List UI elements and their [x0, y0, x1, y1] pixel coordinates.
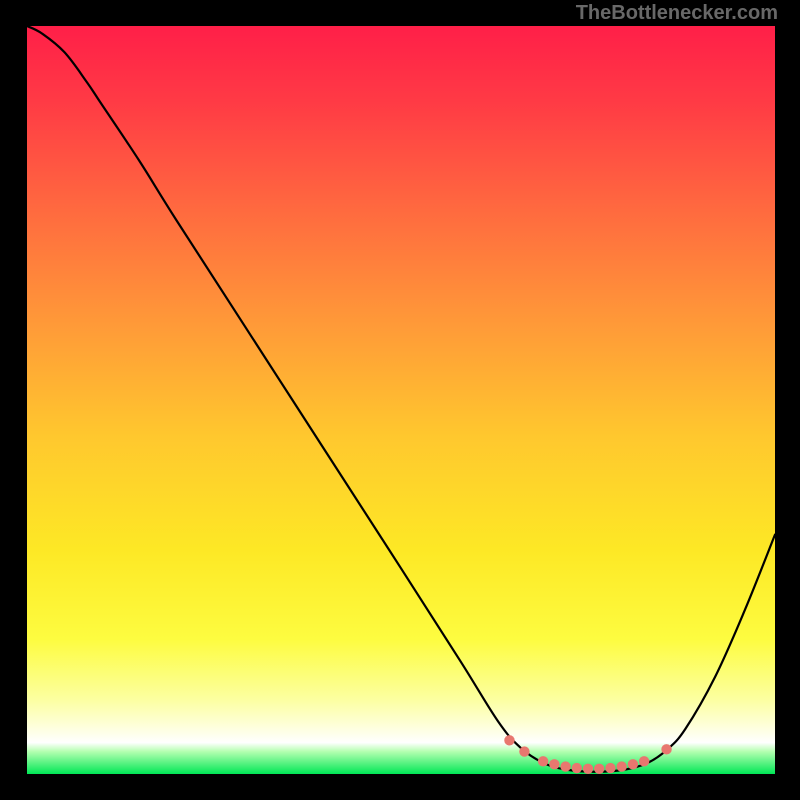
curve-marker	[661, 744, 671, 754]
curve-marker	[628, 759, 638, 769]
plot-background	[27, 26, 775, 774]
curve-marker	[616, 761, 626, 771]
attribution-text: TheBottlenecker.com	[576, 2, 778, 25]
curve-marker	[519, 746, 529, 756]
curve-marker	[594, 764, 604, 774]
curve-marker	[605, 763, 615, 773]
curve-marker	[583, 764, 593, 774]
bottleneck-chart	[0, 0, 800, 800]
curve-marker	[560, 761, 570, 771]
curve-marker	[549, 759, 559, 769]
curve-marker	[639, 756, 649, 766]
curve-marker	[572, 763, 582, 773]
curve-marker	[504, 735, 514, 745]
curve-marker	[538, 756, 548, 766]
chart-container: TheBottlenecker.com	[0, 0, 800, 800]
